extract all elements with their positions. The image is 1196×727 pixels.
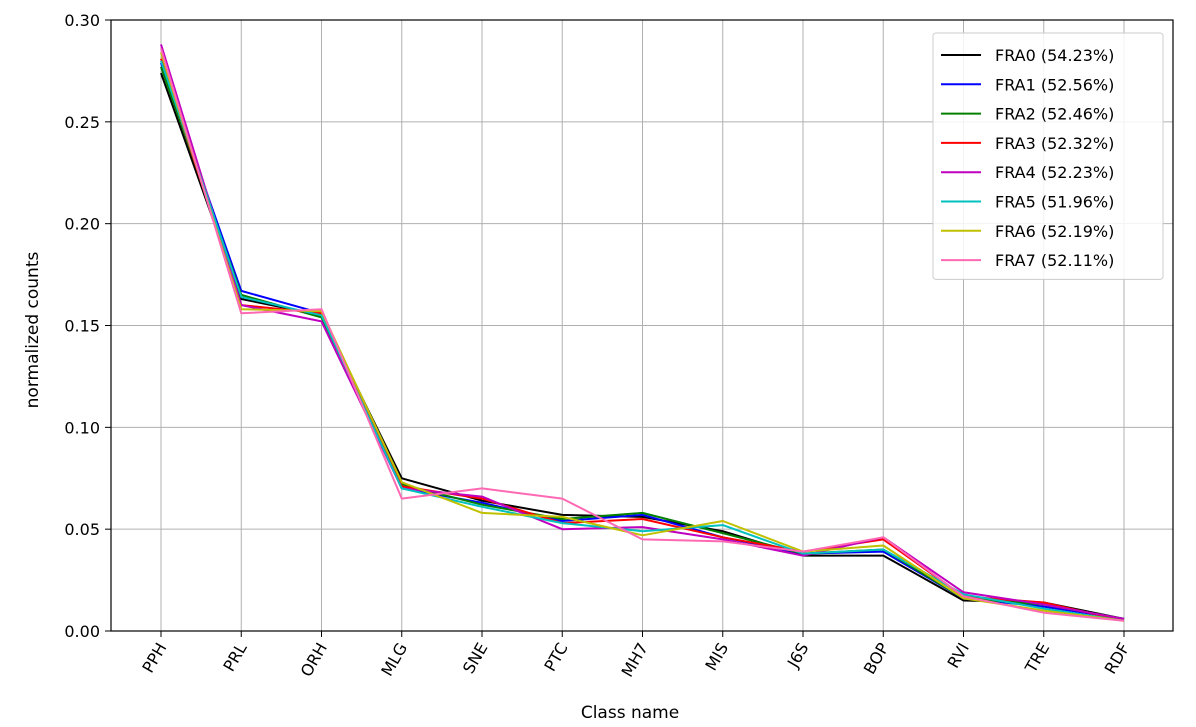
x-tick-label: ORH xyxy=(297,640,331,680)
x-axis-label: Class name xyxy=(581,703,679,723)
x-tick-label: MIS xyxy=(701,640,732,674)
y-tick-label: 0.25 xyxy=(64,113,100,132)
y-tick-label: 0.15 xyxy=(64,317,100,336)
legend-label: FRA1 (52.56%) xyxy=(995,75,1114,94)
legend-box xyxy=(932,32,1164,280)
y-axis-label: normalized counts xyxy=(23,252,43,409)
legend-label: FRA0 (54.23%) xyxy=(995,46,1114,65)
x-tick-label: MH7 xyxy=(618,640,652,681)
x-tick-label: RVI xyxy=(944,640,973,672)
y-tick-label: 0.00 xyxy=(64,622,100,641)
x-tick-label: PPH xyxy=(138,640,170,677)
series-line-4 xyxy=(160,44,1125,620)
legend-label: FRA5 (51.96%) xyxy=(995,193,1114,212)
series-line-7 xyxy=(160,48,1125,622)
legend-label: FRA6 (52.19%) xyxy=(995,222,1114,241)
y-tick-label: 0.20 xyxy=(64,215,100,234)
x-tick-label: SNE xyxy=(459,640,492,677)
x-tick-label: MLG xyxy=(377,640,411,680)
y-tick-label: 0.10 xyxy=(64,418,100,437)
series-line-5 xyxy=(160,60,1125,622)
x-tick-label: PTC xyxy=(540,640,571,675)
x-tick-label: TRE xyxy=(1021,640,1053,677)
legend-label: FRA2 (52.46%) xyxy=(995,105,1114,124)
legend-label: FRA7 (52.11%) xyxy=(995,251,1114,270)
y-tick-label: 0.30 xyxy=(64,11,100,30)
legend: FRA0 (54.23%) FRA1 (52.56%) FRA2 (52.46%) F… xyxy=(932,32,1164,280)
series-lines xyxy=(160,44,1125,622)
y-tick-label: 0.05 xyxy=(64,520,100,539)
x-tick-label: BOP xyxy=(860,639,893,677)
x-tick-label: J6S xyxy=(783,640,812,672)
x-tick-label: PRL xyxy=(219,639,250,674)
legend-label: FRA4 (52.23%) xyxy=(995,163,1114,182)
legend-label: FRA3 (52.32%) xyxy=(995,134,1114,153)
x-tick-label: RDF xyxy=(1101,640,1134,678)
